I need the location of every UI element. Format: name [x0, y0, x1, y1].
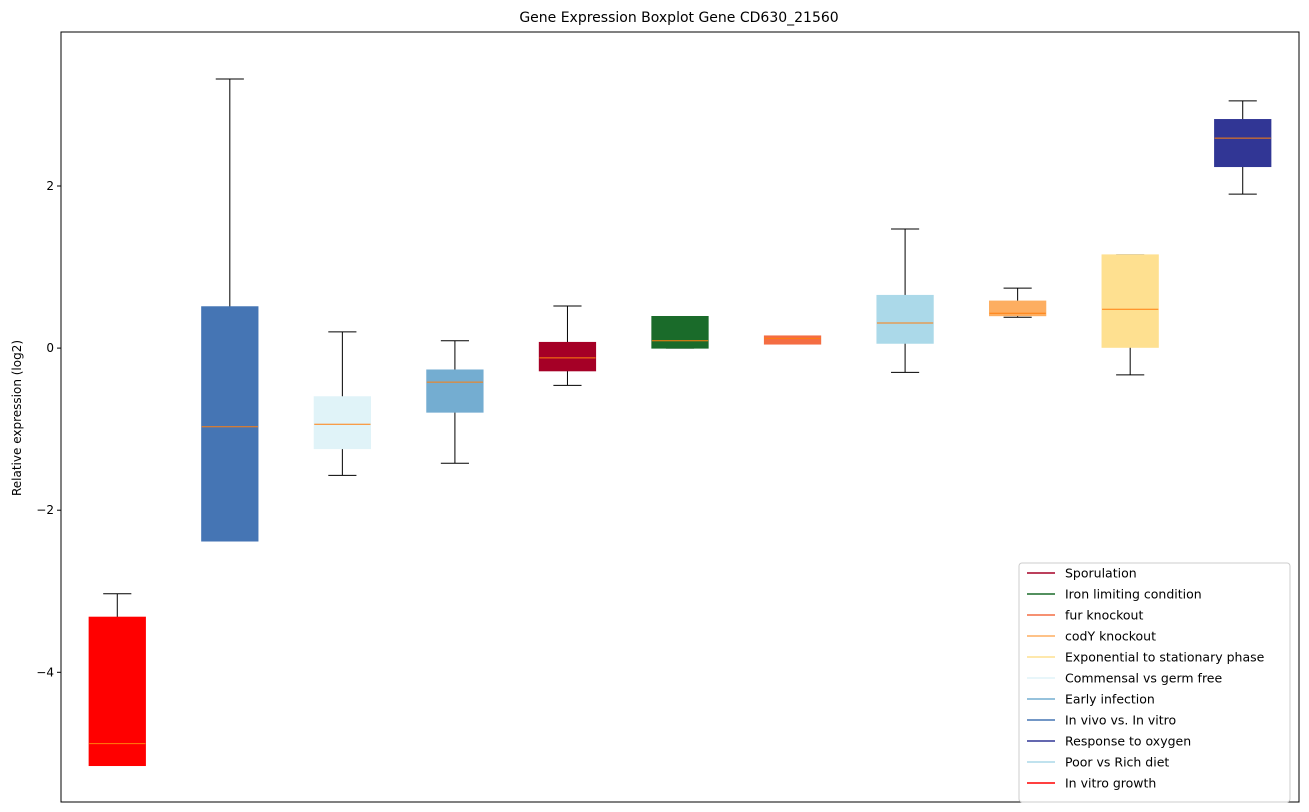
- legend-label: Early infection: [1065, 692, 1155, 707]
- legend-label: In vitro growth: [1065, 776, 1156, 791]
- y-tick-label: −2: [36, 503, 54, 517]
- box-0: [88, 593, 146, 767]
- box-body: [876, 294, 934, 344]
- y-tick-label: 0: [46, 341, 54, 355]
- legend: Sporulation Iron limiting condition fur kn…: [1018, 562, 1291, 803]
- box-body: [989, 300, 1047, 317]
- box-body: [651, 315, 709, 349]
- y-tick-label: 2: [46, 179, 54, 193]
- box-body: [763, 335, 822, 345]
- legend-item: Response to oxygen: [1027, 734, 1191, 749]
- legend-item: In vitro growth: [1027, 776, 1156, 791]
- box-body: [1214, 119, 1272, 168]
- box-body: [1101, 254, 1159, 348]
- box-body: [426, 369, 484, 413]
- box-1: [201, 78, 259, 542]
- box-10: [1214, 100, 1272, 195]
- box-6: [763, 335, 822, 345]
- box-5: [651, 315, 709, 349]
- legend-label: Response to oxygen: [1065, 734, 1191, 749]
- legend-label: Poor vs Rich diet: [1065, 755, 1169, 770]
- box-2: [313, 331, 371, 476]
- box-9: [1101, 254, 1159, 376]
- y-tick-label: −4: [36, 665, 54, 679]
- legend-frame: [1018, 562, 1291, 803]
- chart-title: Gene Expression Boxplot Gene CD630_21560: [519, 10, 838, 26]
- legend-label: Sporulation: [1065, 566, 1137, 581]
- y-axis-label: Relative expression (log2): [10, 340, 24, 496]
- legend-item: Early infection: [1027, 692, 1155, 707]
- legend-label: codY knockout: [1065, 629, 1156, 644]
- legend-item: In vivo vs. In vitro: [1027, 713, 1176, 728]
- legend-item: codY knockout: [1027, 629, 1156, 644]
- legend-label: Exponential to stationary phase: [1065, 650, 1265, 665]
- box-8: [989, 287, 1047, 318]
- box-7: [876, 228, 934, 373]
- legend-item: Poor vs Rich diet: [1027, 755, 1169, 770]
- legend-item: Sporulation: [1027, 566, 1137, 581]
- legend-item: Iron limiting condition: [1027, 587, 1202, 602]
- y-axis: −4 −2 0 2: [36, 179, 61, 679]
- box-3: [426, 340, 484, 464]
- box-4: [538, 305, 597, 386]
- legend-label: fur knockout: [1065, 608, 1143, 623]
- legend-item: Exponential to stationary phase: [1027, 650, 1265, 665]
- legend-label: Iron limiting condition: [1065, 587, 1202, 602]
- legend-item: fur knockout: [1027, 608, 1143, 623]
- legend-label: Commensal vs germ free: [1065, 671, 1222, 686]
- box-body: [201, 306, 259, 542]
- box-body: [313, 396, 371, 450]
- legend-item: Commensal vs germ free: [1027, 671, 1222, 686]
- box-body: [88, 616, 146, 767]
- plot-frame: [60, 31, 1300, 803]
- boxes-layer: [88, 78, 1272, 767]
- legend-label: In vivo vs. In vitro: [1065, 713, 1176, 728]
- box-body: [538, 341, 597, 372]
